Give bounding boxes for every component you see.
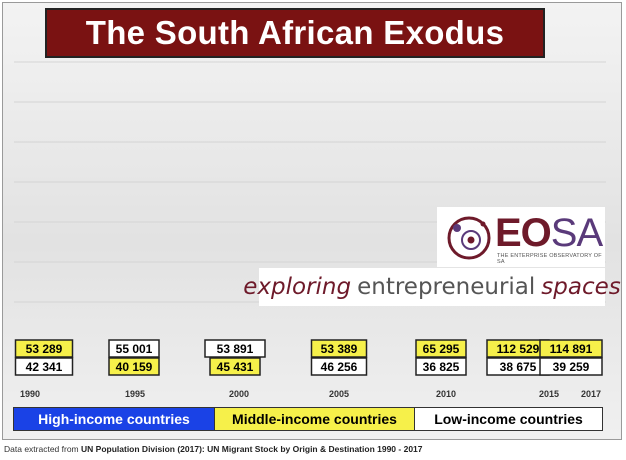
low-income-marker — [108, 339, 160, 358]
low-income-value-label: 42 341 — [26, 360, 63, 374]
x-tick-label: 2017 — [581, 389, 601, 399]
middle-income-value-label: 65 295 — [423, 342, 460, 356]
middle-income-value-label: 112 529 — [497, 342, 540, 356]
middle-income-value-label: 40 159 — [116, 360, 153, 374]
x-tick-label: 1990 — [20, 389, 40, 399]
low-income-value-label: 53 891 — [217, 342, 254, 356]
low-income-marker — [310, 357, 368, 376]
low-income-value-label: 39 259 — [553, 360, 590, 374]
low-income-value-label: 55 001 — [116, 342, 153, 356]
chart-title: The South African Exodus — [85, 14, 505, 51]
legend-entry-middle: Middle-income countries — [214, 408, 414, 430]
x-tick-label: 2015 — [539, 389, 559, 399]
low-income-value-label: 46 256 — [321, 360, 358, 374]
logo-tagline: exploring entrepreneurial spaces — [243, 268, 621, 306]
middle-income-marker — [209, 357, 261, 376]
low-income-value-label: 38 675 — [500, 360, 537, 374]
tagline-word-2: entrepreneurial — [357, 274, 536, 300]
eosa-logo: EOSA THE ENTERPRISE OBSERVATORY OF SA — [437, 207, 605, 267]
middle-income-marker — [14, 339, 74, 358]
orbit-logo-icon — [447, 216, 491, 260]
x-tick-label: 2010 — [436, 389, 456, 399]
middle-income-marker — [108, 357, 160, 376]
logo-wordmark: EOSA — [495, 211, 603, 256]
tagline-word-1: exploring — [243, 274, 352, 300]
middle-income-value-label: 45 431 — [217, 360, 254, 374]
middle-income-marker — [310, 339, 368, 358]
low-income-value-label: 36 825 — [423, 360, 460, 374]
middle-income-value-label: 114 891 — [550, 342, 593, 356]
source-citation: UN Population Division (2017): UN Migran… — [81, 444, 423, 454]
logo-wordmark-main: EO — [495, 211, 552, 255]
source-prefix: Data extracted from — [4, 444, 79, 454]
x-tick-label: 2000 — [229, 389, 249, 399]
x-tick-label: 2005 — [329, 389, 349, 399]
chart-title-box: The South African Exodus — [45, 8, 545, 58]
middle-income-value-label: 53 389 — [321, 342, 358, 356]
middle-income-value-label: 53 289 — [26, 342, 63, 356]
low-income-marker — [14, 357, 74, 376]
tagline-word-3: spaces — [541, 274, 621, 300]
low-income-marker — [539, 357, 603, 376]
legend-entry-high: High-income countries — [14, 408, 214, 430]
middle-income-marker — [415, 339, 467, 358]
logo-subtitle: THE ENTERPRISE OBSERVATORY OF SA — [497, 253, 602, 265]
x-tick-label: 1995 — [125, 389, 145, 399]
low-income-marker — [204, 339, 266, 358]
chart-legend: High-income countries Middle-income coun… — [13, 407, 603, 431]
low-income-marker — [415, 357, 467, 376]
middle-income-marker — [539, 339, 603, 358]
legend-entry-low: Low-income countries — [414, 408, 602, 430]
logo-wordmark-accent: SA — [550, 211, 603, 255]
source-note: Data extracted from UN Population Divisi… — [4, 444, 423, 454]
